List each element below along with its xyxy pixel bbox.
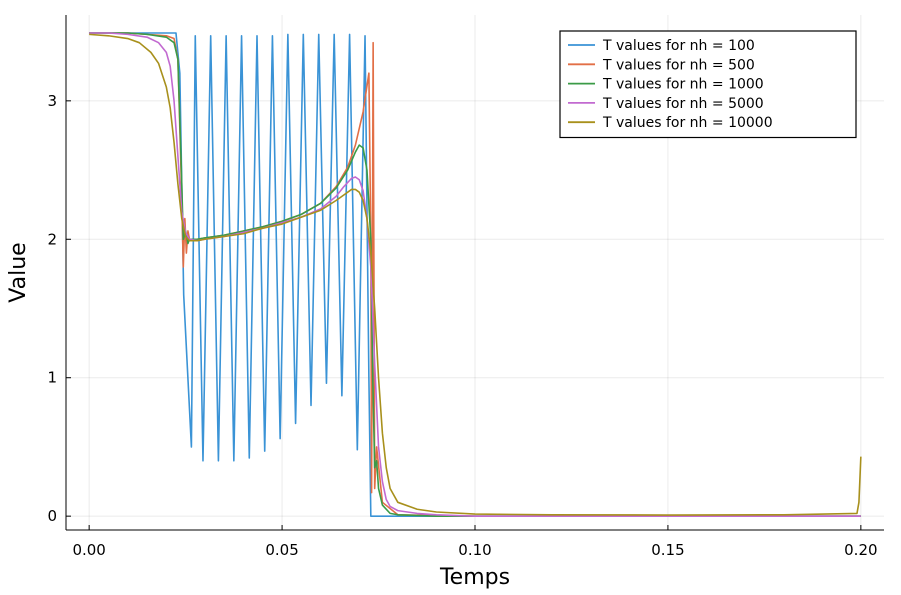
x-tick-label: 0.05 [265,541,298,559]
series-line-4 [89,32,861,517]
series-lines [89,32,862,517]
series-line-5 [89,33,862,516]
y-tick-label: 3 [47,92,57,110]
legend-box [559,30,857,139]
legend-label: T values for nh = 5000 [602,96,764,112]
y-axis-title: Value [6,242,31,302]
x-tick-label: 0.15 [651,541,684,559]
series-line-3 [89,32,861,517]
legend-label: T values for nh = 500 [602,57,755,73]
x-axis-title: Temps [439,565,510,590]
legend: T values for nh = 100 T values for nh = 5… [559,30,857,139]
y-tick-label: 0 [47,507,57,525]
tick-labels: 0.00 0.05 0.10 0.15 0.20 0 1 2 3 [47,92,877,559]
y-tick-label: 2 [47,230,57,248]
x-tick-label: 0.20 [844,541,877,559]
legend-label: T values for nh = 1000 [602,77,764,93]
legend-label: T values for nh = 100 [602,38,755,54]
x-tick-label: 0.00 [72,541,105,559]
y-tick-label: 1 [47,369,57,387]
legend-label: T values for nh = 10000 [602,115,773,131]
x-tick-label: 0.10 [458,541,491,559]
axes [65,15,884,531]
